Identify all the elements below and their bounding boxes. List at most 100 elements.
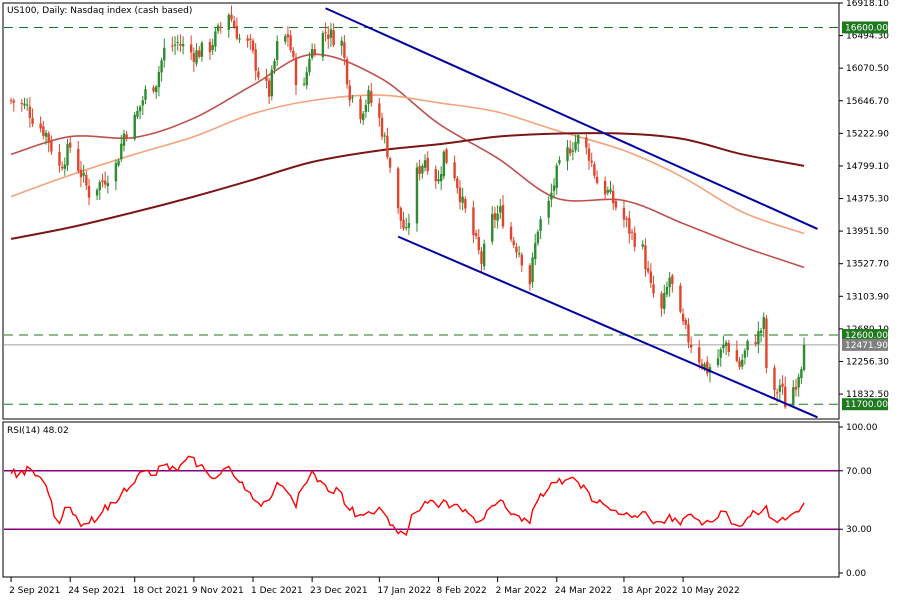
level-tag [842, 329, 888, 342]
time-tick-label: 2 Mar 2022 [496, 586, 547, 596]
price-tick-label: 11832.50 [846, 390, 889, 400]
candle-body [388, 158, 392, 168]
candle-body [407, 223, 411, 228]
candle-body [173, 44, 177, 46]
candle-body [646, 268, 650, 272]
candle-body [515, 246, 518, 253]
candle-body [684, 319, 687, 325]
candle-body [590, 160, 593, 163]
candle-body [456, 178, 459, 188]
price-axis: 16918.10 16494.30 16070.50 15646.70 15222.90… [839, 0, 889, 411]
time-tick-label: 2 Sep 2021 [9, 586, 60, 596]
candle-body [214, 31, 217, 47]
channel-line [397, 235, 818, 419]
level-tag-label: 16600.00 [845, 23, 888, 33]
candle-body [496, 213, 499, 221]
candle-body [77, 148, 80, 171]
current-price-tag [842, 338, 888, 351]
candle-body [539, 219, 542, 231]
rsi-tick-label: 0.00 [846, 569, 866, 579]
candle-body [775, 392, 779, 394]
candle-body [85, 174, 88, 186]
candle-body [230, 14, 233, 20]
current-price-label: 12471.90 [845, 341, 888, 351]
candle-body [163, 47, 166, 61]
candle-body [359, 98, 362, 120]
candle-body [802, 344, 806, 370]
candle-body [345, 59, 349, 85]
candle-body [254, 49, 257, 71]
candle-body [50, 141, 53, 152]
candle-body [706, 361, 709, 374]
moving-average-mid [10, 94, 805, 235]
candle-body [660, 293, 663, 309]
time-tick-label: 10 May 2022 [681, 586, 740, 596]
horizontal-levels [4, 26, 839, 405]
candle-body [79, 169, 83, 178]
candle-body [665, 286, 669, 295]
candle-body [181, 44, 185, 47]
candle-body [614, 201, 618, 208]
level-tag-label: 11700.00 [845, 400, 888, 410]
instrument-description: Nasdaq index (cash based) [70, 6, 192, 16]
candle-body [437, 178, 440, 182]
candle-body [58, 151, 61, 166]
candle-body [125, 134, 128, 138]
candle-body [595, 176, 599, 183]
candle-body [265, 76, 268, 81]
candle-body [722, 344, 725, 349]
price-tick-label: 12256.30 [846, 357, 889, 367]
candle-body [87, 185, 91, 198]
time-axis: 2 Sep 2021 24 Sep 2021 18 Oct 2021 9 Nov 20… [9, 577, 740, 596]
candle-body [198, 50, 201, 57]
candle-body [133, 114, 136, 140]
moving-average-short [10, 53, 805, 269]
candle-body [689, 344, 693, 348]
candle-body [531, 257, 534, 283]
level-tag [842, 21, 888, 34]
candle-body [405, 227, 408, 229]
candle-body [741, 359, 744, 367]
candle-body [211, 45, 214, 51]
candle-body [235, 26, 239, 39]
candle-body [421, 165, 424, 174]
candle-body [641, 244, 644, 247]
candle-body [585, 137, 588, 148]
candle-body [509, 226, 513, 240]
candle-body [308, 58, 311, 73]
candle-body [724, 342, 728, 347]
rsi-label: RSI(14) 48.02 [7, 426, 69, 436]
candle-body [628, 217, 631, 234]
candle-body [31, 118, 34, 124]
candle-body [784, 386, 787, 408]
candle-body [649, 271, 653, 283]
candle-body [42, 126, 45, 136]
moving-averages [10, 53, 805, 269]
candle-body [781, 383, 784, 387]
candle-body [275, 41, 279, 60]
candle-body [461, 196, 464, 203]
candle-body [547, 200, 550, 218]
candle-body [208, 42, 212, 53]
candle-body [39, 123, 42, 129]
timeframe-label: Daily: [42, 6, 67, 16]
candle-body [671, 275, 674, 284]
candle-body [189, 44, 193, 53]
rsi-tick-label: 70.00 [846, 467, 872, 477]
candle-body [517, 253, 521, 255]
candle-body [200, 42, 204, 57]
time-tick-label: 18 Oct 2021 [133, 586, 189, 596]
candle-body [536, 231, 540, 244]
price-tick-label: 16070.50 [846, 64, 889, 74]
candle-body [141, 100, 144, 106]
candle-body [20, 103, 24, 105]
time-tick-label: 17 Jan 2022 [377, 586, 431, 596]
candle-body [566, 147, 569, 162]
candle-body [633, 232, 636, 247]
candle-body [652, 284, 655, 294]
candle-body [396, 168, 400, 209]
candle-body [603, 180, 607, 195]
candle-body [480, 251, 483, 264]
